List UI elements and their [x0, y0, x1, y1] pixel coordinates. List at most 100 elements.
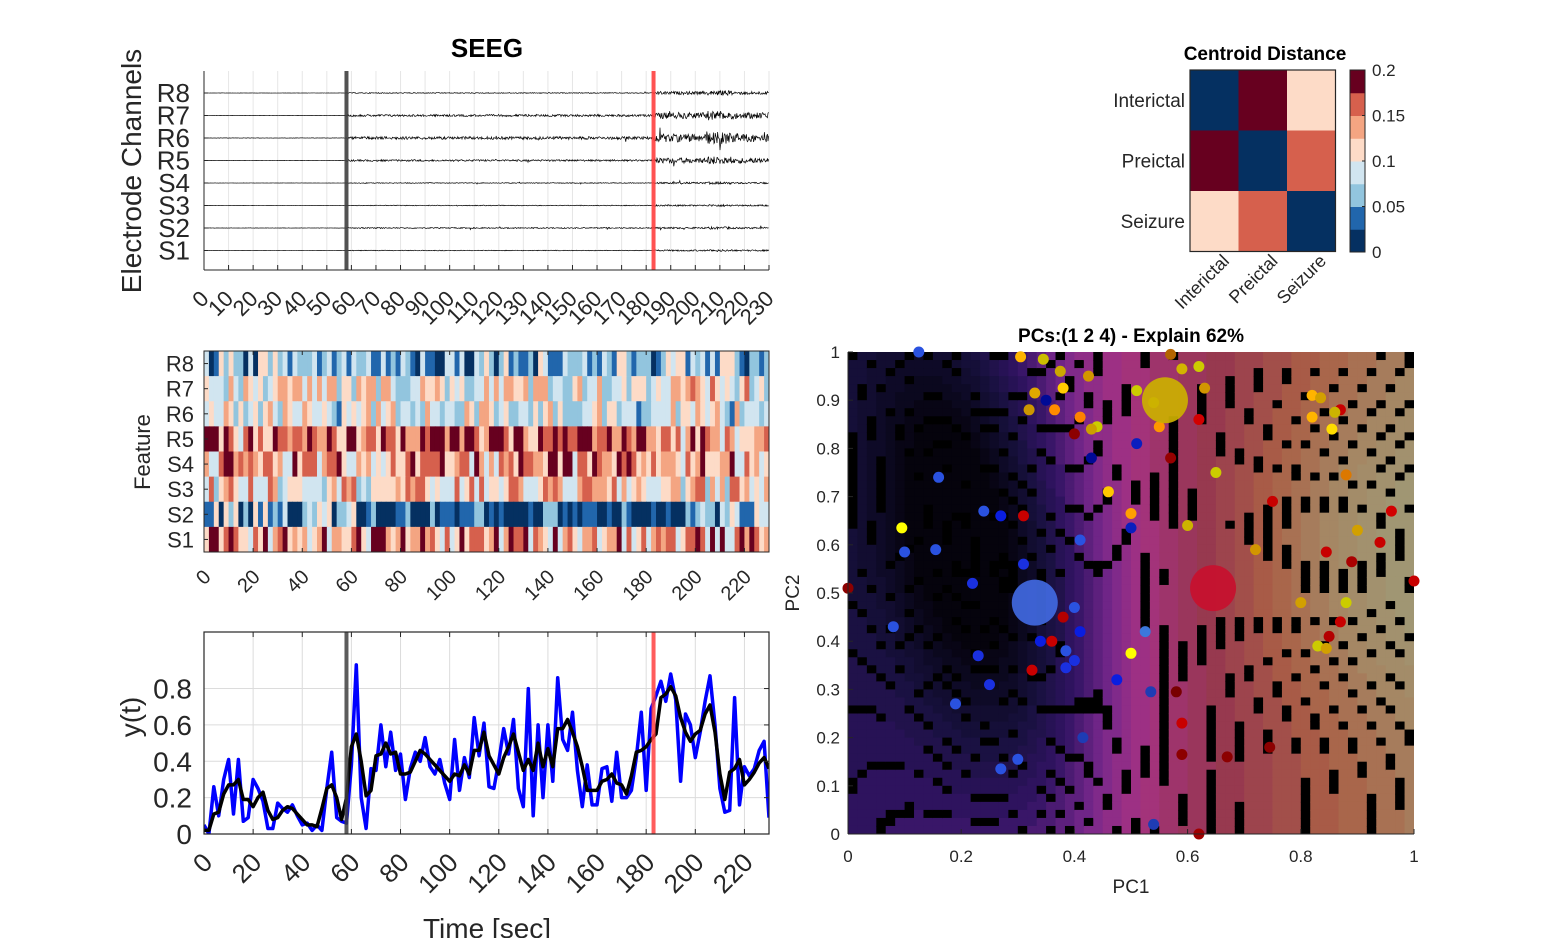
contour-cell	[1187, 488, 1198, 498]
contour-cell	[998, 472, 1009, 482]
scatter-point	[1346, 556, 1358, 568]
contour-cell	[923, 488, 934, 498]
heatmap-cell	[302, 501, 308, 528]
contour-cell	[1319, 376, 1330, 385]
contour-cell	[1385, 785, 1396, 795]
contour-cell	[1017, 464, 1028, 474]
contour-cell	[1149, 584, 1160, 594]
contour-cell	[1366, 801, 1377, 811]
colorbar-tick-label: 0	[1372, 243, 1381, 262]
contour-cell	[1159, 681, 1170, 690]
contour-cell	[1253, 472, 1264, 482]
contour-cell	[857, 649, 868, 658]
contour-cell	[1366, 649, 1377, 658]
contour-cell	[1225, 617, 1236, 626]
contour-cell	[1234, 360, 1245, 369]
contour-cell	[989, 544, 1000, 554]
contour-cell	[1017, 825, 1028, 834]
contour-cell	[1064, 480, 1075, 490]
pca-ytick-labels: 00.10.20.30.40.50.60.70.80.91	[816, 343, 840, 844]
contour-cell	[1225, 544, 1236, 554]
contour-cell	[876, 673, 887, 682]
contour-cell	[1366, 536, 1377, 546]
heatmap-cell	[336, 401, 343, 427]
contour-cell	[998, 504, 1009, 514]
contour-cell	[1017, 769, 1028, 779]
contour-cell	[1319, 777, 1330, 787]
heatmap-cell	[724, 476, 731, 503]
heatmap-cell	[321, 376, 328, 402]
contour-cell	[1329, 568, 1340, 578]
contour-cell	[1310, 593, 1321, 602]
heatmap-cell	[395, 501, 402, 528]
contour-cell	[1263, 633, 1274, 642]
heatmap-cell	[459, 376, 465, 402]
contour-cell	[1291, 609, 1302, 618]
contour-cell	[1357, 769, 1368, 779]
contour-cell	[1131, 633, 1142, 642]
contour-cell	[970, 376, 981, 385]
contour-cell	[1253, 464, 1264, 474]
contour-cell	[1404, 552, 1414, 562]
contour-cell	[1253, 400, 1264, 409]
contour-cell	[1357, 593, 1368, 602]
contour-cell	[1300, 352, 1311, 361]
contour-cell	[961, 448, 972, 458]
heatmap-cell	[636, 501, 642, 528]
contour-cell	[914, 480, 925, 490]
heatmap-cell	[287, 526, 294, 552]
heatmap-cell	[493, 526, 500, 552]
contour-cell	[1083, 520, 1094, 530]
contour-cell	[970, 392, 981, 401]
contour-cell	[866, 641, 877, 650]
contour-cell	[1121, 737, 1132, 747]
heatmap-cell	[336, 501, 343, 528]
contour-cell	[1281, 424, 1292, 433]
contour-cell	[876, 793, 887, 803]
contour-cell	[1121, 568, 1132, 578]
contour-cell	[1027, 777, 1038, 787]
contour-cell	[914, 440, 925, 449]
yt-xtick-label: 100	[412, 847, 464, 899]
contour-cell	[980, 440, 991, 449]
contour-cell	[1055, 352, 1066, 361]
yt-xtick-label: 120	[461, 847, 513, 899]
contour-cell	[1197, 528, 1208, 538]
contour-cell	[914, 625, 925, 634]
yt-xtick-label: 80	[373, 847, 415, 889]
contour-cell	[895, 512, 906, 522]
contour-cell	[1347, 649, 1358, 658]
contour-cell	[1187, 825, 1198, 834]
heatmap-cell	[277, 376, 284, 402]
heatmap-cell	[518, 401, 524, 427]
scatter-point	[1102, 486, 1114, 498]
contour-cell	[1272, 416, 1283, 425]
contour-cell	[1291, 552, 1302, 562]
contour-cell	[1102, 689, 1113, 699]
heatmap-cell	[606, 451, 613, 477]
contour-cell	[1017, 729, 1028, 739]
contour-cell	[1272, 448, 1283, 458]
contour-cell	[1366, 697, 1377, 707]
contour-cell	[998, 440, 1009, 449]
contour-cell	[998, 777, 1009, 787]
heatmap-cell	[538, 451, 544, 477]
heatmap-cell	[606, 526, 613, 552]
contour-cell	[1131, 392, 1142, 401]
contour-cell	[1281, 625, 1292, 634]
contour-cell	[885, 496, 896, 506]
contour-cell	[1234, 673, 1245, 682]
contour-cell	[866, 520, 877, 530]
contour-cell	[1215, 769, 1226, 779]
contour-cell	[895, 432, 906, 441]
contour-cell	[1187, 416, 1198, 425]
contour-cell	[1338, 456, 1349, 466]
contour-cell	[904, 697, 915, 707]
contour-cell	[1102, 408, 1113, 417]
contour-cell	[1291, 448, 1302, 458]
contour-cell	[1168, 368, 1179, 377]
contour-cell	[1017, 400, 1028, 409]
contour-cell	[1206, 400, 1217, 409]
heatmap-cell	[749, 501, 755, 528]
contour-cell	[923, 360, 934, 369]
